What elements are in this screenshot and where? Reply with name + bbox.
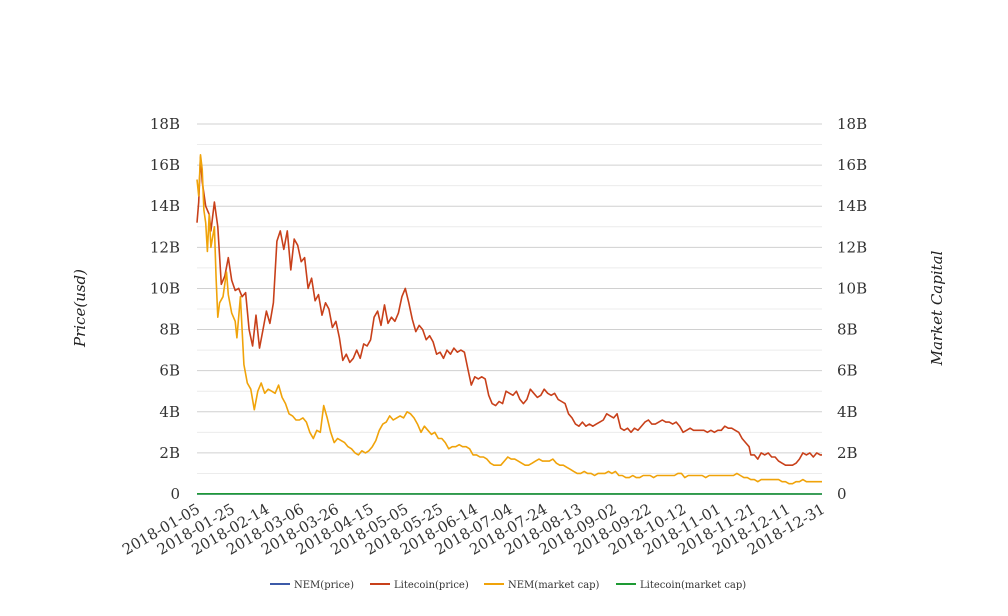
y-tick-label-left: 18B [150, 115, 180, 133]
y-tick-label-right: 18B [837, 115, 867, 133]
series-lines [196, 154, 823, 495]
y-tick-label-left: 0 [170, 485, 180, 503]
series-line-litecoin-price [196, 156, 822, 467]
y-tick-label-right: 2B [837, 444, 858, 462]
y-ticks-left: 0 2B 4B 6B 8B 10B 12B 14B 16B 18B [150, 115, 180, 503]
y-ticks-right: 0 2B 4B 6B 8B 10B 12B 14B 16B 18B [837, 115, 867, 503]
legend-label: Litecoin(price) [394, 580, 469, 591]
y-tick-label-left: 14B [150, 197, 180, 215]
y-tick-label-left: 4B [159, 403, 180, 421]
y-tick-label-right: 14B [837, 197, 867, 215]
y-tick-label-left: 10B [150, 279, 180, 297]
y-tick-label-right: 0 [837, 485, 847, 503]
series-line-nem-market-cap [196, 154, 822, 485]
y-tick-label-right: 4B [837, 403, 858, 421]
y-tick-label-left: 6B [159, 362, 180, 380]
y-axis-title-left: Price(usd) [71, 269, 89, 348]
y-tick-label-left: 2B [159, 444, 180, 462]
legend-label: NEM(price) [294, 580, 354, 591]
legend-label: Litecoin(market cap) [640, 580, 746, 591]
y-tick-label-left: 12B [150, 238, 180, 256]
y-tick-label-left: 16B [150, 156, 180, 174]
y-tick-label-left: 8B [159, 321, 180, 339]
y-tick-label-right: 6B [837, 362, 858, 380]
y-tick-label-right: 8B [837, 321, 858, 339]
y-tick-label-right: 12B [837, 238, 867, 256]
grid-lines [197, 123, 822, 495]
y-axis-title-right: Market Capital [928, 250, 946, 366]
legend: NEM(price) Litecoin(price) NEM(market cap)… [270, 580, 746, 591]
y-tick-label-right: 10B [837, 279, 867, 297]
legend-label: NEM(market cap) [508, 580, 600, 591]
y-tick-label-right: 16B [837, 156, 867, 174]
x-ticks: 2018-01-052018-01-252018-02-142018-03-06… [119, 500, 828, 559]
